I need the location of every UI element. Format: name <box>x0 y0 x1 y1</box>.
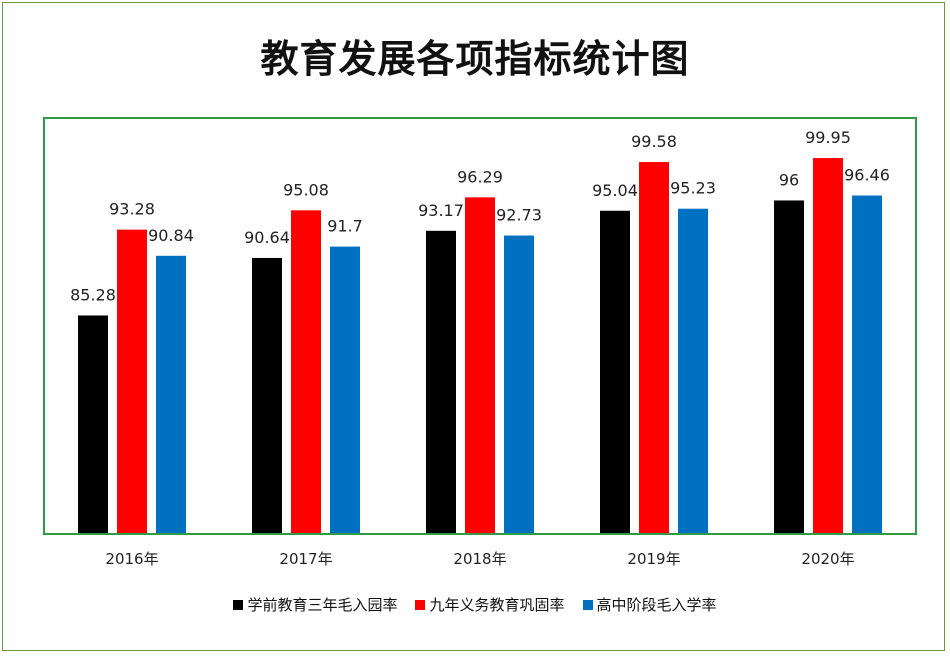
bar-compulsory-2 <box>465 197 495 534</box>
bar-highschool-0 <box>156 255 186 534</box>
legend-label-preschool: 学前教育三年毛入园率 <box>247 596 398 614</box>
bar-preschool-1 <box>252 257 282 533</box>
bar-highschool-4 <box>852 195 882 533</box>
bar-highschool-1 <box>330 246 360 533</box>
legend: 学前教育三年毛入园率 九年义务教育巩固率 高中阶段毛入学率 <box>0 594 950 615</box>
legend-item-preschool: 学前教育三年毛入园率 <box>233 594 397 615</box>
plot-area-border <box>43 117 917 535</box>
bar-compulsory-3 <box>639 162 669 533</box>
data-label-highschool-4: 96.46 <box>844 166 890 185</box>
data-label-preschool-0: 85.28 <box>70 285 116 304</box>
data-label-compulsory-0: 93.28 <box>109 200 155 219</box>
legend-item-highschool: 高中阶段毛入学率 <box>582 594 717 615</box>
data-label-compulsory-2: 96.29 <box>457 167 503 186</box>
bar-highschool-3 <box>678 208 708 533</box>
chart-title: 教育发展各项指标统计图 <box>260 36 690 81</box>
x-tick-label-2: 2018年 <box>453 550 506 568</box>
data-label-highschool-2: 92.73 <box>496 206 542 225</box>
data-label-highschool-3: 95.23 <box>670 179 716 198</box>
data-label-highschool-0: 90.84 <box>148 226 194 245</box>
bar-compulsory-1 <box>291 210 321 533</box>
bar-highschool-2 <box>504 235 534 534</box>
legend-item-compulsory: 九年义务教育巩固率 <box>415 594 565 615</box>
bar-preschool-0 <box>78 315 108 533</box>
data-label-compulsory-4: 99.95 <box>805 128 851 147</box>
x-tick-label-3: 2019年 <box>627 550 680 568</box>
legend-label-highschool: 高中阶段毛入学率 <box>596 596 717 614</box>
x-tick-label-0: 2016年 <box>105 550 158 568</box>
x-tick-label-1: 2017年 <box>279 550 332 568</box>
bar-compulsory-0 <box>117 229 147 533</box>
legend-swatch-preschool <box>233 599 244 610</box>
bar-preschool-4 <box>774 200 804 534</box>
data-label-highschool-1: 91.7 <box>327 217 363 236</box>
data-label-preschool-3: 95.04 <box>592 181 638 200</box>
bar-preschool-2 <box>426 230 456 533</box>
data-label-preschool-1: 90.64 <box>244 228 290 247</box>
data-label-preschool-4: 96 <box>779 170 799 189</box>
data-label-preschool-2: 93.17 <box>418 201 464 220</box>
bar-compulsory-4 <box>813 158 843 533</box>
legend-swatch-highschool <box>582 599 593 610</box>
legend-label-compulsory: 九年义务教育巩固率 <box>429 596 565 614</box>
x-tick-label-4: 2020年 <box>801 550 854 568</box>
data-label-compulsory-3: 99.58 <box>631 132 677 151</box>
bar-preschool-3 <box>600 210 630 533</box>
legend-swatch-compulsory <box>415 599 426 610</box>
data-label-compulsory-1: 95.08 <box>283 180 329 199</box>
